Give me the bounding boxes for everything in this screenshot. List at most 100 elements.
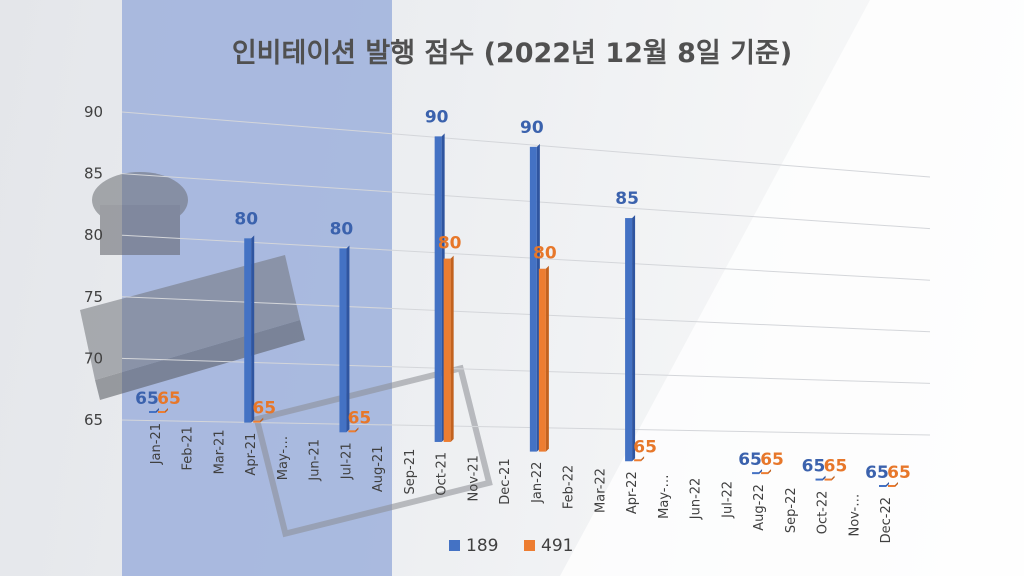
x-tick-label: Aug-21 <box>371 446 386 493</box>
bar-side <box>895 482 898 487</box>
x-tick-label: Aug-22 <box>752 484 767 531</box>
x-tick-label: Sep-21 <box>403 449 418 495</box>
x-tick-label: Sep-22 <box>784 487 799 533</box>
x-tick-label: May-… <box>657 474 672 518</box>
data-label-491-Aug-22: 65 <box>760 450 784 470</box>
x-tick-label: Oct-21 <box>435 452 450 496</box>
data-label-491-Dec-22: 65 <box>887 463 911 483</box>
data-label-189-Apr-21: 80 <box>234 209 258 229</box>
bar-side <box>632 215 636 462</box>
y-tick-label: 70 <box>84 349 103 367</box>
x-tick-label: Feb-21 <box>181 426 196 470</box>
bar-189-Oct-22 <box>815 478 823 481</box>
y-tick-label: 65 <box>84 411 103 429</box>
data-label-491-Apr-21: 65 <box>252 399 276 419</box>
x-tick-label: Jun-22 <box>689 478 704 521</box>
bar-side <box>641 456 645 462</box>
bar-side <box>768 469 772 475</box>
bar-491-Apr-21 <box>253 420 261 423</box>
bar-side <box>822 475 826 481</box>
bar-side <box>759 469 763 475</box>
bar-491-Oct-22 <box>824 478 832 481</box>
bar-side <box>165 408 168 413</box>
bar-side <box>450 255 454 442</box>
gridlines <box>121 111 931 436</box>
data-label-491-Jan-22: 80 <box>533 244 557 264</box>
gridline <box>121 173 931 230</box>
data-label-189-Oct-22: 65 <box>802 457 826 477</box>
y-axis: 65 70 75 80 85 90 <box>84 103 103 429</box>
bar-189-Aug-22 <box>752 472 760 475</box>
bar-491-Jan-21 <box>158 411 165 413</box>
data-label-189-Aug-22: 65 <box>738 450 762 470</box>
y-tick-label: 85 <box>84 165 103 183</box>
data-label-491-Oct-22: 65 <box>824 457 848 477</box>
data-label-491-Apr-22: 65 <box>633 437 657 457</box>
y-tick-label: 75 <box>84 288 103 306</box>
bar-491-Jul-21 <box>348 430 356 433</box>
bar-491-Dec-22 <box>888 485 895 487</box>
bar-189-Dec-22 <box>879 485 886 487</box>
legend-label-189: 189 <box>466 536 498 556</box>
data-label-189-Oct-21: 90 <box>425 107 449 127</box>
data-label-189-Apr-22: 85 <box>615 189 639 209</box>
bar-189-Apr-22 <box>625 218 633 462</box>
data-label-491-Jul-21: 65 <box>348 408 372 428</box>
bar-189-Jul-21 <box>339 248 347 433</box>
x-tick-label: May-… <box>276 436 291 480</box>
gridline <box>121 419 931 436</box>
x-tick-label: Apr-22 <box>625 471 640 514</box>
legend: 189 491 <box>449 536 573 556</box>
bar-side <box>831 475 835 481</box>
bar-491-Jan-22 <box>538 268 546 452</box>
bar-side <box>346 245 350 433</box>
x-axis: Jan-21 Feb-21 Mar-21 Apr-21 May-… Jun-21 Jul-2… <box>149 423 894 543</box>
x-tick-label: Dec-21 <box>498 458 513 504</box>
data-label-189-Jan-22: 90 <box>520 118 544 138</box>
gridline <box>121 111 931 178</box>
gridline <box>121 357 931 384</box>
data-label-189-Dec-22: 65 <box>865 463 889 483</box>
legend-swatch-491 <box>524 540 535 551</box>
x-tick-label: Jan-22 <box>530 462 545 504</box>
x-tick-label: Jun-21 <box>308 439 323 482</box>
legend-label-491: 491 <box>541 536 573 556</box>
x-tick-label: Dec-22 <box>879 497 894 543</box>
bar-side <box>545 265 549 452</box>
x-tick-label: Oct-22 <box>816 491 831 535</box>
x-tick-label: Mar-21 <box>212 429 227 474</box>
x-tick-label: Nov-… <box>847 494 862 537</box>
y-tick-label: 90 <box>84 103 103 121</box>
bar-side <box>260 417 264 423</box>
x-tick-label: Jul-22 <box>720 481 735 519</box>
bar-side <box>355 427 359 433</box>
data-label-189-Jan-21: 65 <box>135 389 159 409</box>
bar-side <box>251 235 255 423</box>
chart-title: 인비테이션 발행 점수 (2022년 12월 8일 기준) <box>232 38 792 69</box>
x-tick-label: Jan-21 <box>149 423 164 465</box>
bars <box>149 133 898 487</box>
bar-491-Aug-22 <box>761 472 769 475</box>
bar-189-Oct-21 <box>434 136 442 442</box>
data-label-189-Jul-21: 80 <box>330 219 354 239</box>
bar-side <box>156 408 159 413</box>
bar-189-Jan-21 <box>149 411 156 413</box>
bar-189-Apr-21 <box>244 238 252 423</box>
x-tick-label: Jul-21 <box>339 442 354 480</box>
y-tick-label: 80 <box>84 226 103 244</box>
x-tick-label: Apr-21 <box>244 433 259 476</box>
legend-swatch-189 <box>449 540 460 551</box>
x-tick-label: Mar-22 <box>593 468 608 513</box>
bar-491-Apr-22 <box>634 459 642 462</box>
bar-189-Jan-22 <box>529 146 537 452</box>
bar-491-Oct-21 <box>443 258 451 442</box>
data-label-491-Oct-21: 80 <box>438 234 462 254</box>
bar-side <box>886 482 889 487</box>
x-tick-label: Nov-21 <box>466 455 481 501</box>
x-tick-label: Feb-22 <box>562 465 577 509</box>
data-label-491-Jan-21: 65 <box>157 389 181 409</box>
gridline <box>121 234 931 281</box>
